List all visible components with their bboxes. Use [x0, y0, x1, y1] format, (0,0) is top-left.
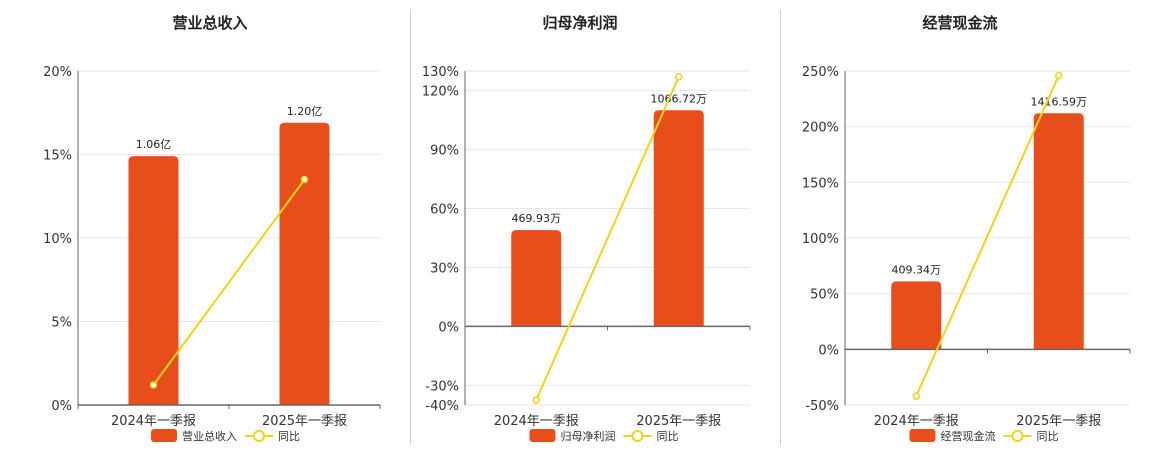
chart1-bar-label-1: 1.20亿 [287, 105, 323, 118]
chart1-legend-line-label: 同比 [278, 430, 300, 443]
chart1-title: 营业总收入 [172, 14, 247, 32]
chart3-y-tick-3: 100% [802, 232, 839, 247]
chart2-y-tick-0: -40% [425, 399, 459, 414]
chart2-bar-label-0: 469.93万 [512, 212, 562, 225]
chart2-legend-line-label: 同比 [657, 430, 679, 443]
chart1-y-tick-1: 5% [51, 316, 72, 331]
chart3-y-tick-1: 0% [818, 343, 839, 358]
chart1-line-point-0 [149, 381, 158, 389]
chart1-bar-0 [128, 156, 179, 405]
chart1-legend-line-marker [253, 430, 265, 442]
chart3-title: 经营现金流 [922, 14, 997, 32]
chart3-x-tick-1: 2025年一季报 [1016, 414, 1101, 429]
chart2-y-tick-5: 90% [430, 144, 459, 159]
chart3-y-tick-2: 50% [810, 288, 839, 303]
chart3-y-tick-6: 250% [802, 65, 839, 80]
chart1-legend-bar-label: 营业总收入 [182, 429, 237, 443]
chart3-legend-bar-swatch [909, 429, 936, 442]
chart3-legend-bar-label: 经营现金流 [941, 429, 996, 443]
chart2-y-tick-1: -30% [425, 379, 459, 394]
chart1-legend-bar-swatch [151, 429, 177, 442]
chart1-y-tick-4: 20% [43, 65, 72, 80]
chart3-bar-1 [1033, 113, 1084, 350]
chart1-y-tick-2: 10% [43, 232, 72, 247]
chart2-y-tick-7: 130% [422, 65, 459, 80]
chart1-y-tick-3: 15% [43, 149, 72, 164]
chart2-y-tick-4: 60% [430, 203, 459, 218]
chart2-bar-label-1: 1066.72万 [651, 92, 708, 105]
chart2-x-tick-0: 2024年一季报 [494, 414, 579, 429]
chart3-y-tick-5: 200% [802, 121, 839, 136]
chart2-y-tick-6: 120% [422, 85, 459, 100]
chart1-line-series [152, 178, 306, 386]
chart1-bar-1 [279, 122, 330, 406]
chart2-bar-0 [511, 230, 562, 327]
chart2-y-tick-3: 30% [430, 261, 459, 276]
chart3-y-tick-4: 150% [802, 176, 839, 191]
chart3-legend-line-marker [1011, 430, 1024, 442]
chart3-line-point-0 [912, 392, 920, 400]
chart2-line-series [535, 76, 680, 401]
chart3-line-series [915, 75, 1060, 397]
chart2-legend-bar-label: 归母净利润 [561, 429, 616, 443]
panel-divider-1 [410, 10, 411, 445]
chart3-line-point-1 [1055, 71, 1063, 80]
chart2-line-point-1 [675, 73, 683, 81]
chart2-x-tick-1: 2025年一季报 [636, 414, 721, 429]
chart2-legend-line-marker [631, 430, 644, 442]
chart2-legend-bar-swatch [529, 429, 556, 442]
chart1-y-tick-0: 0% [51, 399, 72, 414]
chart3-legend-line-label: 同比 [1037, 430, 1059, 443]
chart2-y-tick-2: 0% [438, 320, 459, 335]
chart3-x-tick-0: 2024年一季报 [874, 414, 959, 429]
chart3-bar-label-1: 1416.59万 [1031, 95, 1088, 108]
chart1-bar-label-0: 1.06亿 [136, 138, 172, 151]
chart3-y-tick-0: -50% [805, 399, 839, 414]
chart1-line-point-1 [300, 175, 309, 184]
chart1-x-tick-0: 2024年一季报 [111, 414, 196, 429]
chart2-line-point-0 [532, 396, 540, 404]
chart3-bar-0 [891, 281, 942, 350]
chart2-bar-1 [653, 110, 704, 327]
panel-divider-2 [780, 10, 781, 445]
chart2-title: 归母净利润 [542, 14, 617, 32]
chart3-bar-label-0: 409.34万 [892, 263, 942, 276]
chart1-x-tick-1: 2025年一季报 [262, 414, 347, 429]
